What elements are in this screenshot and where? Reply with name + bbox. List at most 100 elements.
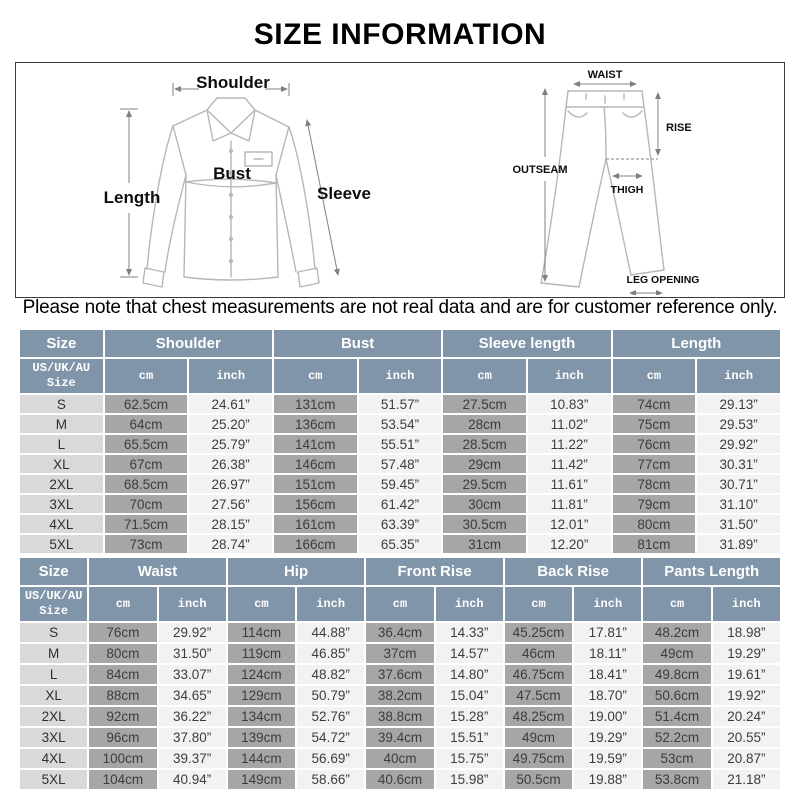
cm-value-cell: 38.8cm <box>366 707 434 726</box>
cm-value-cell: 74cm <box>612 395 696 413</box>
cm-value-cell: 46cm <box>504 644 573 663</box>
size-table-row: 2XL 92cm 36.22” 134cm 52.76” 38.8cm 15.28” 48.2… <box>20 707 780 726</box>
inch-value-cell: 12.20” <box>527 535 611 553</box>
measurement-diagram-box: Shoulder Length Bust Sleeve <box>15 62 785 298</box>
cm-value-cell: 80cm <box>612 515 696 533</box>
size-table-row: XL 88cm 34.65” 129cm 50.79” 38.2cm 15.04” 47.5c… <box>20 686 780 705</box>
inch-value-cell: 52.76” <box>297 707 365 726</box>
size-cell: 4XL <box>20 515 103 533</box>
cm-value-cell: 124cm <box>227 665 296 684</box>
cm-value-cell: 40.6cm <box>366 770 434 789</box>
size-table-row: 3XL 96cm 37.80” 139cm 54.72” 39.4cm 15.51” 49cm… <box>20 728 780 747</box>
inch-value-cell: 55.51” <box>358 435 442 453</box>
cm-value-cell: 76cm <box>612 435 696 453</box>
page-title: SIZE INFORMATION <box>253 18 547 51</box>
inch-value-cell: 18.41” <box>574 665 642 684</box>
size-cell: S <box>20 623 88 642</box>
cm-value-cell: 76cm <box>89 623 157 642</box>
cm-value-cell: 73cm <box>104 535 188 553</box>
shirt-length-label: Length <box>104 188 161 207</box>
inch-value-cell: 19.92” <box>712 686 780 705</box>
size-table-row: L 84cm 33.07” 124cm 48.82” 37.6cm 14.80” 46.75c… <box>20 665 780 684</box>
size-table-row: XL 67cm 26.38” 146cm 57.48” 29cm 11.42” 77cm 30.… <box>20 455 780 473</box>
cm-value-cell: 49.8cm <box>643 665 711 684</box>
cm-value-cell: 30.5cm <box>443 515 526 533</box>
column-group-header: Pants Length <box>643 558 780 585</box>
reference-note: Please note that chest measurements are … <box>22 297 778 318</box>
size-cell: XL <box>20 686 88 705</box>
inch-value-cell: 20.55” <box>712 728 780 747</box>
shirt-size-table: Size Shoulder Bust Sleeve length Length US/UK… <box>18 328 782 555</box>
cm-value-cell: 46.75cm <box>504 665 573 684</box>
cm-value-cell: 129cm <box>227 686 296 705</box>
cm-value-cell: 47.5cm <box>504 686 573 705</box>
inch-value-cell: 29.92” <box>697 435 780 453</box>
cm-value-cell: 134cm <box>227 707 296 726</box>
inch-value-cell: 18.70” <box>574 686 642 705</box>
inch-value-cell: 54.72” <box>297 728 365 747</box>
unit-header: inch <box>358 359 442 393</box>
size-cell: 2XL <box>20 707 88 726</box>
unit-header: cm <box>443 359 526 393</box>
unit-header: inch <box>189 359 272 393</box>
inch-value-cell: 25.20” <box>189 415 272 433</box>
unit-header: inch <box>697 359 780 393</box>
inch-value-cell: 29.53” <box>697 415 780 433</box>
unit-header: cm <box>612 359 696 393</box>
cm-value-cell: 70cm <box>104 495 188 513</box>
cm-value-cell: 80cm <box>89 644 157 663</box>
inch-value-cell: 39.37” <box>158 749 226 768</box>
size-cell: M <box>20 415 103 433</box>
inch-value-cell: 48.82” <box>297 665 365 684</box>
size-table-row: S 62.5cm 24.61” 131cm 51.57” 27.5cm 10.83” 74cm… <box>20 395 780 413</box>
cm-value-cell: 62.5cm <box>104 395 188 413</box>
inch-value-cell: 15.75” <box>435 749 503 768</box>
size-table-row: M 80cm 31.50” 119cm 46.85” 37cm 14.57” 46cm 18.1… <box>20 644 780 663</box>
column-group-header: Bust <box>273 330 442 357</box>
inch-value-cell: 57.48” <box>358 455 442 473</box>
cm-value-cell: 68.5cm <box>104 475 188 493</box>
size-cell: 2XL <box>20 475 103 493</box>
inch-value-cell: 20.87” <box>712 749 780 768</box>
cm-value-cell: 79cm <box>612 495 696 513</box>
cm-value-cell: 114cm <box>227 623 296 642</box>
inch-value-cell: 31.10” <box>697 495 780 513</box>
size-system-header: US/UK/AU Size <box>20 359 103 393</box>
inch-value-cell: 14.33” <box>435 623 503 642</box>
inch-value-cell: 33.07” <box>158 665 226 684</box>
inch-value-cell: 14.80” <box>435 665 503 684</box>
cm-value-cell: 49cm <box>504 728 573 747</box>
inch-value-cell: 15.28” <box>435 707 503 726</box>
cm-value-cell: 92cm <box>89 707 157 726</box>
size-table-row: L 65.5cm 25.79” 141cm 55.51” 28.5cm 11.22” 76cm… <box>20 435 780 453</box>
cm-value-cell: 38.2cm <box>366 686 434 705</box>
inch-value-cell: 31.50” <box>697 515 780 533</box>
cm-value-cell: 27.5cm <box>443 395 526 413</box>
pants-size-table: Size Waist Hip Front Rise Back Rise Pants Len… <box>18 556 782 791</box>
inch-value-cell: 26.38” <box>189 455 272 473</box>
cm-value-cell: 141cm <box>273 435 357 453</box>
cm-value-cell: 166cm <box>273 535 357 553</box>
unit-header: inch <box>435 587 503 621</box>
cm-value-cell: 119cm <box>227 644 296 663</box>
column-group-header: Waist <box>89 558 226 585</box>
inch-value-cell: 12.01” <box>527 515 611 533</box>
inch-value-cell: 11.61” <box>527 475 611 493</box>
inch-value-cell: 29.92” <box>158 623 226 642</box>
cm-value-cell: 104cm <box>89 770 157 789</box>
cm-value-cell: 50.6cm <box>643 686 711 705</box>
shirt-measurement-diagram: Shoulder Length Bust Sleeve <box>104 73 371 288</box>
cm-value-cell: 136cm <box>273 415 357 433</box>
inch-value-cell: 61.42” <box>358 495 442 513</box>
size-cell: L <box>20 665 88 684</box>
inch-value-cell: 44.88” <box>297 623 365 642</box>
cm-value-cell: 50.5cm <box>504 770 573 789</box>
size-table-row: 3XL 70cm 27.56” 156cm 61.42” 30cm 11.81” 79cm 31… <box>20 495 780 513</box>
inch-value-cell: 18.98” <box>712 623 780 642</box>
unit-header: cm <box>227 587 296 621</box>
cm-value-cell: 71.5cm <box>104 515 188 533</box>
inch-value-cell: 19.61” <box>712 665 780 684</box>
cm-value-cell: 75cm <box>612 415 696 433</box>
cm-value-cell: 84cm <box>89 665 157 684</box>
inch-value-cell: 19.29” <box>574 728 642 747</box>
